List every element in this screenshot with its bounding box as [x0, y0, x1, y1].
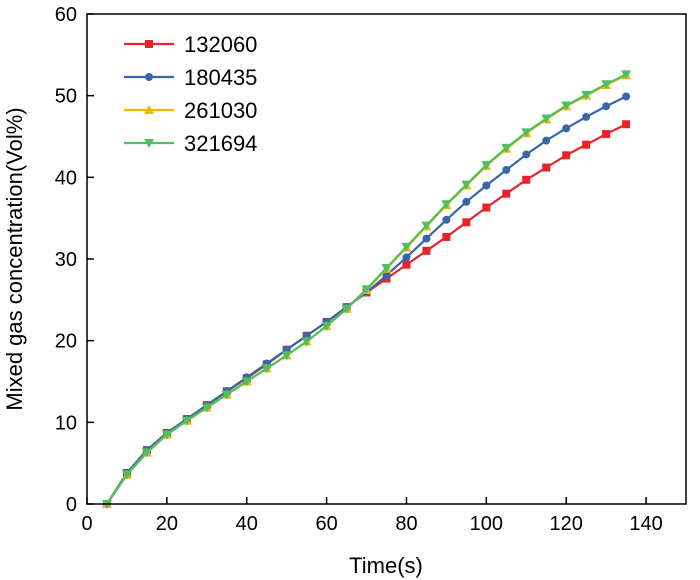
x-tick-label-3: 60: [315, 513, 337, 535]
data-point-132060-20: [502, 189, 511, 198]
legend-item-321694: 321694: [124, 131, 257, 156]
data-point-180435-23: [562, 124, 571, 133]
data-point-321694-5: [201, 403, 212, 413]
data-point-132060-16: [422, 246, 431, 255]
data-point-180435-15: [402, 253, 411, 262]
y-tick-label-0: 0: [66, 494, 77, 516]
plot-frame: [86, 13, 687, 505]
data-point-180435-14: [382, 271, 391, 280]
data-point-321694-15: [401, 242, 412, 252]
data-point-321694-16: [421, 221, 432, 231]
data-point-321694-26: [621, 70, 632, 80]
data-point-132060-24: [582, 140, 591, 149]
data-point-321694-25: [601, 80, 612, 90]
data-point-321694-18: [461, 180, 472, 190]
data-point-180435-21: [522, 150, 531, 159]
data-point-180435-20: [502, 165, 511, 174]
data-point-132060-23: [562, 151, 571, 160]
data-point-132060-17: [442, 232, 451, 241]
legend-label-132060: 132060: [184, 32, 257, 57]
data-point-180435-22: [542, 136, 551, 145]
legend-marker-132060: [145, 40, 153, 48]
legend-marker-261030: [144, 105, 154, 114]
data-point-321694-1: [121, 470, 132, 480]
y-tick-label-4: 40: [55, 167, 77, 189]
data-point-321694-22: [541, 114, 552, 124]
data-point-132060-26: [622, 120, 631, 129]
x-tick-label-5: 100: [470, 513, 503, 535]
y-tick-label-5: 50: [55, 86, 77, 108]
series-321694: [101, 70, 632, 509]
series-132060: [102, 120, 631, 508]
data-point-180435-19: [482, 181, 491, 190]
legend: 132060 180435 261030 321694: [124, 32, 257, 156]
data-point-132060-19: [482, 203, 491, 212]
x-axis-title: Time(s): [349, 553, 423, 578]
legend-marker-321694: [144, 139, 154, 148]
y-axis-title: Mixed gas concentration(Vol%): [2, 107, 27, 410]
legend-marker-180435: [145, 73, 153, 81]
y-tick-label-1: 10: [55, 412, 77, 434]
x-tick-label-0: 0: [81, 513, 92, 535]
data-point-321694-11: [321, 321, 332, 331]
data-point-132060-22: [542, 163, 551, 172]
x-tick-label-1: 20: [156, 513, 178, 535]
data-point-321694-10: [301, 337, 312, 347]
y-tick-label-3: 30: [55, 249, 77, 271]
y-tick-label-6: 60: [55, 4, 77, 26]
series-180435: [102, 92, 631, 508]
data-point-321694-20: [501, 143, 512, 153]
data-point-321694-3: [161, 430, 172, 440]
data-point-132060-15: [402, 260, 411, 269]
data-point-321694-6: [221, 390, 232, 400]
data-point-321694-2: [141, 448, 152, 458]
legend-item-132060: 132060: [124, 32, 257, 57]
data-point-132060-18: [462, 218, 471, 227]
data-point-321694-21: [521, 128, 532, 138]
data-point-180435-25: [602, 102, 611, 111]
data-point-132060-21: [522, 175, 531, 184]
data-point-180435-17: [442, 215, 451, 224]
legend-item-261030: 261030: [124, 98, 257, 123]
data-point-180435-26: [622, 92, 631, 101]
data-point-132060-25: [602, 130, 611, 139]
data-point-321694-23: [561, 101, 572, 111]
legend-label-180435: 180435: [184, 65, 257, 90]
x-tick-label-6: 120: [550, 513, 583, 535]
data-point-180435-16: [422, 234, 431, 243]
data-point-180435-24: [582, 112, 591, 121]
x-tick-label-4: 80: [395, 513, 417, 535]
legend-label-261030: 261030: [184, 98, 257, 123]
y-tick-label-2: 20: [55, 331, 77, 353]
series-line-180435: [106, 95, 627, 505]
data-point-321694-17: [441, 200, 452, 210]
x-tick-label-7: 140: [629, 513, 662, 535]
data-point-321694-8: [261, 364, 272, 374]
legend-label-321694: 321694: [184, 131, 257, 156]
data-point-321694-4: [181, 416, 192, 426]
data-point-321694-13: [361, 285, 372, 295]
data-point-321694-9: [281, 351, 292, 361]
data-point-321694-12: [341, 304, 352, 314]
data-point-321694-24: [581, 90, 592, 100]
data-point-321694-7: [241, 377, 252, 387]
data-point-321694-19: [481, 161, 492, 171]
x-tick-label-2: 40: [236, 513, 258, 535]
series-line-132060: [106, 123, 627, 505]
data-point-180435-18: [462, 197, 471, 206]
data-point-321694-14: [381, 263, 392, 273]
legend-item-180435: 180435: [124, 65, 257, 90]
